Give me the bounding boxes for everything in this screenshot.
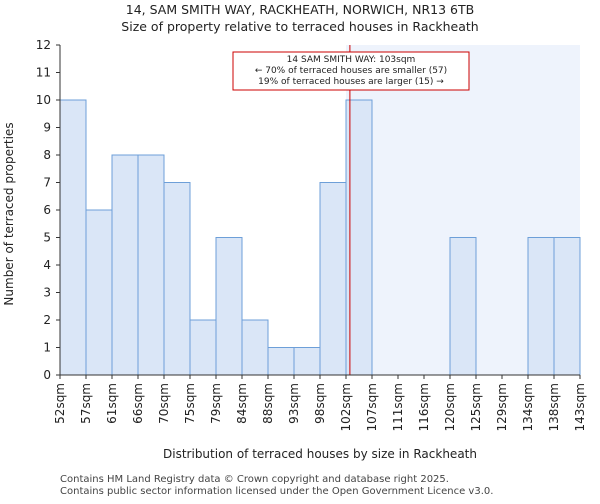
bar-138sqm [553,237,581,376]
x-axis-label: Distribution of terraced houses by size … [163,447,477,461]
x-tick-label-111sqm: 111sqm [391,383,405,431]
annotation-line-3: 19% of terraced houses are larger (15) → [258,77,444,87]
bar-134sqm [527,237,555,376]
x-tick-label-143sqm: 143sqm [573,383,587,431]
x-tick-label-88sqm: 88sqm [261,383,275,424]
footer-line-1: Contains HM Land Registry data © Crown c… [60,474,449,485]
x-tick-label-52sqm: 52sqm [53,383,67,424]
bar-93sqm [293,347,321,376]
x-tick-label-66sqm: 66sqm [131,383,145,424]
x-tick-label-98sqm: 98sqm [313,383,327,424]
annotation-frame [232,51,470,91]
annotation-line-2: ← 70% of terraced houses are smaller (57… [255,66,447,76]
x-tick-label-75sqm: 75sqm [183,383,197,424]
bar-61sqm [111,154,139,376]
x-tick-label-84sqm: 84sqm [235,383,249,424]
bar-98sqm [319,182,347,376]
y-tick-label-11: 11 [36,66,51,80]
x-tick-label-116sqm: 116sqm [417,383,431,431]
y-tick-label-9: 9 [43,121,51,135]
y-axis-label: Number of terraced properties [2,122,16,305]
x-tick-label-129sqm: 129sqm [495,383,509,431]
y-tick-label-5: 5 [43,231,51,245]
bar-66sqm [137,154,165,376]
x-tick-label-70sqm: 70sqm [157,383,171,424]
bar-84sqm [241,319,269,376]
chart-title: 14, SAM SMITH WAY, RACKHEATH, NORWICH, N… [126,2,474,17]
bar-120sqm [449,237,477,376]
y-tick-label-0: 0 [43,368,51,382]
x-tick-label-134sqm: 134sqm [521,383,535,431]
y-tick-label-6: 6 [43,203,51,217]
bar-52sqm [59,99,87,376]
bar-79sqm [215,237,243,376]
x-tick-label-57sqm: 57sqm [79,383,93,424]
y-tick-label-1: 1 [43,341,51,355]
bar-70sqm [163,182,191,376]
x-tick-label-138sqm: 138sqm [547,383,561,431]
y-tick-label-2: 2 [43,313,51,327]
x-tick-label-120sqm: 120sqm [443,383,457,431]
y-tick-label-3: 3 [43,286,51,300]
x-tick-label-79sqm: 79sqm [209,383,223,424]
bars-group [59,99,581,376]
x-tick-label-61sqm: 61sqm [105,383,119,424]
x-tick-label-107sqm: 107sqm [365,383,379,431]
annotation-line-1: 14 SAM SMITH WAY: 103sqm [287,55,416,65]
bar-75sqm [189,319,217,376]
y-tick-label-4: 4 [43,258,51,272]
bar-57sqm [85,209,113,376]
y-tick-label-8: 8 [43,148,51,162]
y-tick-label-10: 10 [36,93,51,107]
y-tick-label-12: 12 [36,38,51,52]
x-tick-label-102sqm: 102sqm [339,383,353,431]
x-tick-label-93sqm: 93sqm [287,383,301,424]
x-tick-label-125sqm: 125sqm [469,383,483,431]
footer-line-2: Contains public sector information licen… [60,486,493,497]
x-tick-labels: 52sqm 57sqm 61sqm 66sqm 70sqm 75sqm 79sqm 84sqm… [53,383,587,431]
axes-group [56,44,581,379]
annotation-box: 14 SAM SMITH WAY: 103sqm ← 70% of terrac… [232,51,470,91]
y-tick-label-7: 7 [43,176,51,190]
bar-88sqm [267,347,295,376]
chart-subtitle: Size of property relative to terraced ho… [121,19,478,34]
